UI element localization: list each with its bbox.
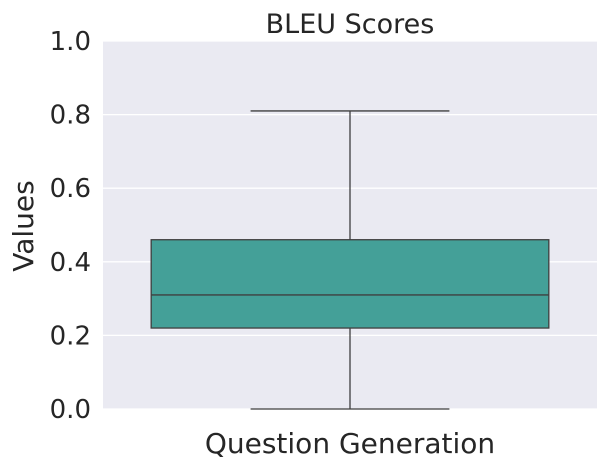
y-tick-label-2: 0.4	[50, 248, 91, 278]
y-tick-label-0: 0.0	[50, 395, 91, 425]
chart-title: BLEU Scores	[266, 9, 435, 40]
box-layer	[150, 110, 550, 410]
x-tick-labels: Question Generation	[205, 427, 495, 460]
x-tick-label-0: Question Generation	[205, 427, 495, 460]
y-tick-labels: 0.0 0.2 0.4 0.6 0.8 1.0	[50, 27, 91, 425]
y-axis-label: Values	[7, 180, 40, 271]
y-tick-label-3: 0.6	[50, 174, 91, 204]
y-tick-label-1: 0.2	[50, 321, 91, 351]
box-0	[150, 110, 550, 410]
y-tick-label-5: 1.0	[50, 27, 91, 57]
y-tick-label-4: 0.8	[50, 101, 91, 131]
interquartile-box	[150, 239, 550, 329]
